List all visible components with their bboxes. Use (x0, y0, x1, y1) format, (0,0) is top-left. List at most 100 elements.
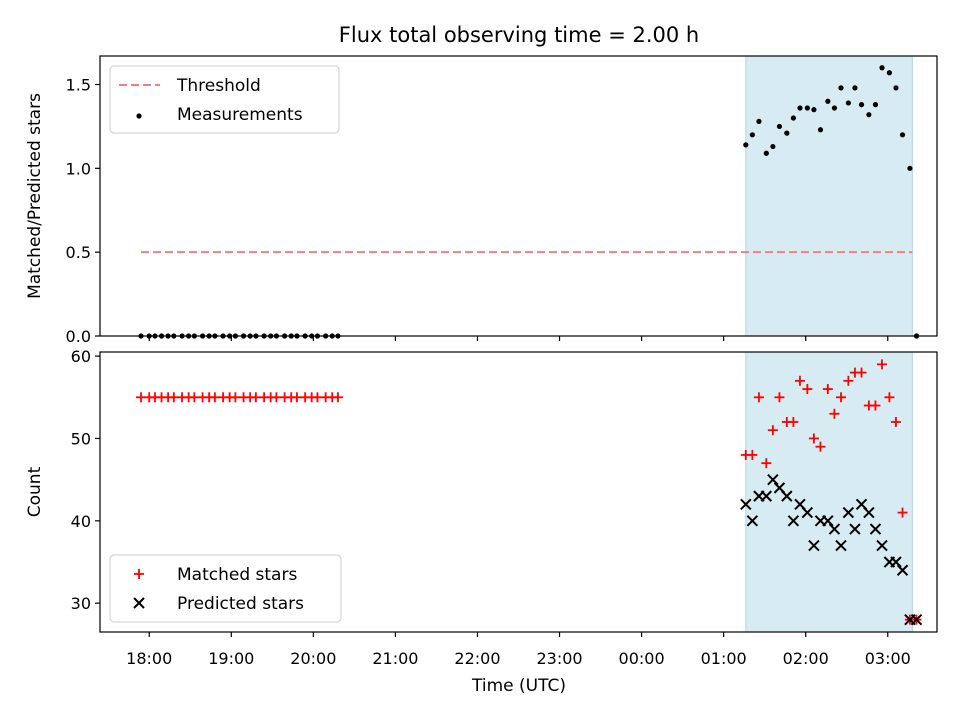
predicted-star-point (781, 490, 793, 502)
panel-ratio: 0.0 0.5 1.0 1.5 Matched/Predicted stars Thres… (25, 55, 938, 346)
y-tick-label: 40 (71, 512, 91, 531)
measurement-point (852, 85, 858, 91)
matched-star-point (829, 408, 840, 419)
measurement-point (886, 70, 893, 76)
y-tick-label: 1.0 (66, 159, 91, 178)
matched-star-point (877, 359, 888, 370)
matched-star-point (822, 384, 833, 395)
measurement-point (866, 112, 872, 118)
measurement-point (756, 118, 762, 124)
predicted-star-mark-b (890, 556, 902, 568)
x-axis-label: Time (UTC) (471, 676, 566, 696)
legend-label: Predicted stars (177, 594, 304, 614)
predicted-star-point (808, 539, 820, 552)
y-tick-label: 0.0 (66, 327, 91, 346)
legend-frame (109, 65, 340, 134)
predicted-star-mark-b (910, 613, 923, 626)
panel-count: 30 40 50 60 Count Matched stars Predicted star… (25, 347, 938, 637)
x-tick-label: 19:00 (208, 649, 254, 668)
predicted-star-point (801, 506, 814, 519)
predicted-star-point (835, 539, 847, 552)
measurement-point (776, 123, 783, 130)
predicted-star-point (890, 556, 902, 568)
highlight-span (745, 55, 913, 337)
legend-x-swatch (133, 597, 145, 609)
x-tick-label: 00:00 (619, 649, 665, 668)
y-tick-label: 0.5 (66, 243, 91, 262)
predicted-star-point (842, 506, 855, 519)
predicted-star-mark-b (746, 515, 759, 527)
predicted-star-point (849, 523, 861, 535)
measurement-point (825, 98, 831, 104)
predicted-star-mark-b (822, 515, 834, 527)
measurement-point (838, 85, 844, 91)
y-axis-label: Matched/Predicted stars (25, 93, 45, 299)
matched-star-point (802, 384, 813, 395)
matched-star-point (767, 425, 778, 436)
predicted-star-mark-b (896, 564, 909, 576)
matched-star-point (794, 375, 805, 386)
matched-star-point (870, 400, 881, 411)
y-tick-label: 30 (71, 594, 91, 613)
predicted-star-mark-b (781, 490, 793, 502)
predicted-star-point (869, 523, 882, 535)
legend-label: Threshold (176, 76, 261, 96)
predicted-star-point (740, 498, 752, 511)
matched-star-point (747, 449, 758, 460)
matched-star-point (774, 392, 785, 403)
measurement-point (790, 115, 796, 121)
x-tick-label: 01:00 (701, 649, 747, 668)
predicted-star-mark-b (835, 539, 847, 552)
legend-label: Matched stars (177, 565, 297, 585)
matched-star-point (815, 441, 826, 452)
matched-star-point (332, 392, 343, 403)
measurement-point (784, 130, 790, 136)
predicted-star-mark-b (842, 506, 855, 519)
measurement-point (763, 150, 769, 156)
x-tick-label: 02:00 (783, 649, 829, 668)
measurement-point (858, 102, 865, 108)
legend-x-b (133, 597, 145, 609)
measurement-point (770, 143, 776, 150)
measurement-point (879, 65, 885, 71)
measurement-point (907, 165, 913, 171)
x-axis: 18:00 19:00 20:00 21:00 22:00 23:00 00:00 01:00… (126, 649, 911, 668)
legend-label: Measurements (177, 105, 303, 125)
predicted-star-point (822, 515, 834, 527)
legend-frame (109, 554, 342, 623)
y-axis-label: Count (25, 466, 45, 517)
predicted-star-mark-b (876, 539, 888, 552)
predicted-star-point (760, 490, 773, 502)
measurement-point (804, 105, 810, 111)
y-tick-label: 50 (71, 429, 91, 448)
y-tick-label: 1.5 (66, 76, 91, 95)
predicted-star-mark-b (849, 523, 861, 535)
matched-star-point (835, 392, 846, 403)
predicted-star-mark-b (855, 498, 868, 511)
predicted-star-point (746, 515, 759, 527)
predicted-star-point (767, 473, 779, 486)
predicted-star-point (896, 564, 909, 576)
matched-star-point (761, 458, 772, 469)
predicted-star-point (787, 515, 800, 527)
y-tick-label: 60 (71, 347, 91, 366)
measurement-point (797, 105, 803, 111)
measurement-point (845, 100, 851, 106)
predicted-star-mark-b (863, 506, 875, 519)
measurement-point (893, 85, 899, 91)
legend: Matched stars Predicted stars (109, 554, 342, 623)
predicted-star-mark-b (767, 473, 779, 486)
predicted-star-mark-b (801, 506, 814, 519)
predicted-star-mark-b (794, 498, 806, 511)
predicted-star-mark-b (808, 539, 820, 552)
x-tick-label: 22:00 (454, 649, 500, 668)
measurement-point (743, 142, 749, 148)
predicted-star-point (828, 523, 841, 535)
predicted-star-mark-b (740, 498, 752, 511)
measurement-point (817, 127, 824, 133)
matched-star-point (808, 433, 819, 444)
measurement-point (872, 102, 879, 108)
predicted-star-point (910, 613, 923, 626)
x-tick-label: 18:00 (126, 649, 172, 668)
